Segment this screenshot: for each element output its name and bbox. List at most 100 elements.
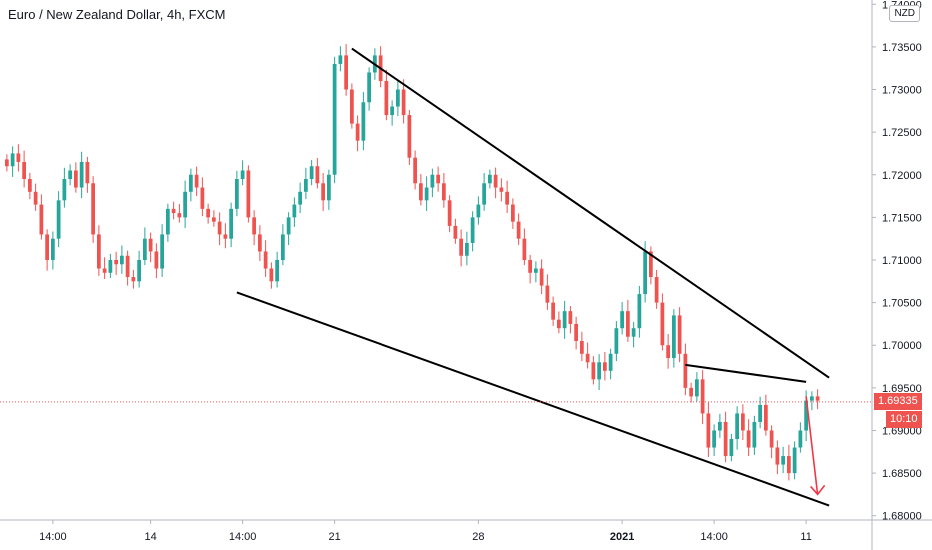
candle-body	[511, 204, 515, 222]
chart-title: Euro / New Zealand Dollar, 4h, FXCM	[8, 7, 226, 22]
candle-body	[459, 238, 463, 256]
currency-selector[interactable]: NZD	[889, 5, 920, 22]
countdown-badge: 10:10	[886, 410, 922, 428]
candle-body	[62, 179, 67, 201]
candle-body	[16, 153, 21, 162]
candle-body	[51, 238, 55, 260]
candle-body	[626, 311, 630, 337]
candle-body	[166, 208, 170, 235]
time-tick-label: 14	[145, 531, 157, 543]
candle-body	[551, 302, 555, 320]
candle-body	[350, 89, 354, 124]
candle-body	[33, 191, 38, 205]
price-tick-label: 1.72000	[882, 170, 922, 182]
candle-body	[643, 251, 647, 295]
candle-body	[327, 174, 331, 201]
candle-body	[258, 234, 262, 252]
candle-body	[591, 362, 596, 380]
candle-body	[482, 183, 486, 205]
candle-body	[752, 421, 757, 448]
candle-body	[292, 204, 297, 218]
time-tick-label: 14:00	[39, 531, 67, 543]
candle-body	[614, 328, 619, 354]
candle-body	[620, 311, 624, 329]
candle-body	[263, 251, 268, 269]
candle-body	[194, 174, 199, 188]
candle-body	[413, 157, 417, 184]
candle-body	[171, 208, 176, 214]
candle-body	[304, 179, 308, 192]
candle-body	[74, 170, 78, 188]
candle-body	[764, 404, 768, 431]
candle-body	[557, 319, 561, 329]
candle-body	[781, 456, 785, 465]
candle-body	[45, 234, 49, 260]
candle-body	[677, 315, 682, 354]
last-price-badge: 1.69335	[874, 392, 922, 410]
candle-body	[361, 102, 366, 141]
candle-body	[22, 161, 26, 180]
candle-body	[649, 251, 653, 278]
price-tick-label: 1.72500	[882, 127, 922, 139]
price-tick-label: 1.68500	[882, 468, 922, 480]
candle-body	[597, 362, 601, 380]
candle-body	[476, 204, 481, 218]
price-tick-label: 1.70000	[882, 340, 922, 352]
candle-body	[608, 353, 613, 371]
candle-body	[286, 217, 291, 235]
candle-body	[666, 345, 670, 359]
forecast-arrow-head	[810, 484, 826, 496]
candle-body	[223, 234, 228, 239]
candle-body	[246, 170, 251, 218]
candle-body	[516, 221, 521, 239]
time-tick-label: 11	[800, 531, 811, 543]
candle-body	[505, 191, 509, 205]
candle-body	[200, 187, 205, 209]
candle-body	[91, 183, 95, 235]
candle-body	[206, 208, 210, 218]
candle-body	[545, 285, 550, 303]
candle-body	[810, 396, 814, 401]
time-tick-label: 21	[329, 531, 341, 543]
candle-body	[183, 191, 187, 218]
candle-body	[741, 413, 745, 431]
candle-body	[419, 183, 423, 201]
candle-body	[102, 268, 107, 273]
candle-body	[177, 213, 182, 218]
candle-body	[189, 174, 193, 192]
candle-body	[28, 179, 32, 192]
candle-body	[390, 106, 394, 116]
candle-body	[723, 421, 728, 457]
candle-body	[401, 89, 406, 116]
candle-body	[746, 430, 751, 448]
candle-body	[212, 217, 216, 222]
candle-body	[114, 260, 118, 265]
candle-body	[568, 311, 573, 324]
candle-body	[332, 63, 337, 175]
candle-body	[424, 187, 429, 201]
trendline	[351, 47, 830, 379]
candle-body	[528, 260, 532, 273]
candle-body	[637, 294, 642, 329]
time-tick-label: 14:00	[700, 531, 728, 543]
candle-body	[442, 183, 446, 201]
candle-body	[97, 234, 101, 269]
price-tick-label: 1.73500	[882, 42, 922, 54]
candle-body	[344, 55, 348, 90]
candle-body	[534, 268, 538, 273]
time-tick-label: 28	[472, 531, 484, 543]
candle-body	[798, 430, 803, 448]
candle-body	[68, 170, 72, 180]
candle-body	[137, 260, 141, 282]
candle-body	[775, 447, 780, 465]
candle-body	[5, 159, 9, 167]
candle-body	[488, 174, 492, 184]
candle-body	[298, 191, 302, 205]
candle-body	[229, 208, 233, 239]
price-tick-label: 1.69500	[882, 383, 922, 395]
candle-body	[143, 238, 147, 260]
candle-body	[252, 217, 256, 235]
candle-body	[585, 353, 590, 363]
